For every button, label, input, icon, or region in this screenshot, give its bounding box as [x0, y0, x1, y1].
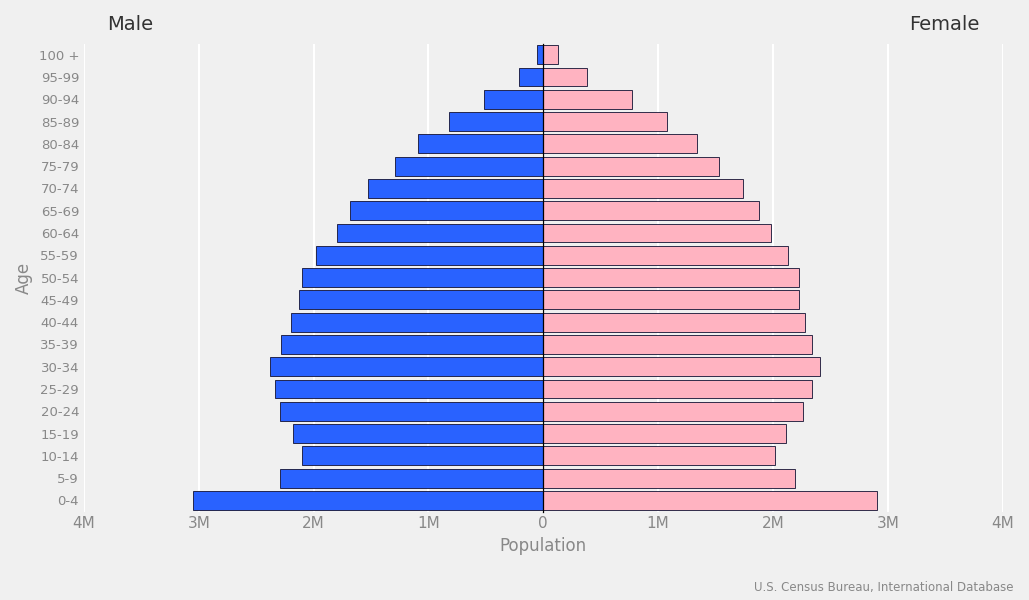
Bar [543, 90, 632, 109]
Bar [367, 179, 543, 198]
Bar [543, 424, 785, 443]
Bar [449, 112, 543, 131]
X-axis label: Population: Population [500, 537, 587, 555]
Bar [282, 335, 543, 354]
Bar [543, 45, 558, 64]
Bar [543, 157, 719, 176]
Bar [290, 313, 543, 332]
Bar [316, 246, 543, 265]
Bar [193, 491, 543, 510]
Bar [537, 45, 543, 64]
Bar [543, 179, 743, 198]
Bar [543, 201, 759, 220]
Text: U.S. Census Bureau, International Database: U.S. Census Bureau, International Databa… [754, 581, 1014, 594]
Bar [298, 290, 543, 310]
Bar [336, 224, 543, 242]
Bar [543, 446, 775, 466]
Text: Female: Female [910, 14, 980, 34]
Bar [543, 357, 820, 376]
Bar [543, 469, 794, 488]
Bar [303, 446, 543, 466]
Bar [543, 68, 587, 86]
Text: Male: Male [107, 14, 153, 34]
Bar [293, 424, 543, 443]
Bar [275, 380, 543, 398]
Bar [270, 357, 543, 376]
Bar [280, 469, 543, 488]
Bar [543, 491, 878, 510]
Bar [543, 313, 805, 332]
Bar [543, 112, 667, 131]
Bar [543, 268, 800, 287]
Bar [543, 134, 698, 154]
Y-axis label: Age: Age [15, 262, 33, 293]
Bar [350, 201, 543, 220]
Bar [543, 402, 803, 421]
Bar [543, 224, 771, 242]
Bar [395, 157, 543, 176]
Bar [543, 335, 812, 354]
Bar [280, 402, 543, 421]
Bar [543, 246, 788, 265]
Bar [484, 90, 543, 109]
Bar [303, 268, 543, 287]
Bar [520, 68, 543, 86]
Bar [543, 290, 800, 310]
Bar [543, 380, 812, 398]
Bar [418, 134, 543, 154]
